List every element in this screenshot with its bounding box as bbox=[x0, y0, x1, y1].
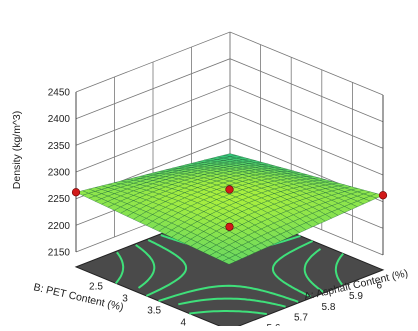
contour-line bbox=[158, 284, 299, 303]
contour-line bbox=[135, 244, 156, 289]
response-surface bbox=[75, 153, 384, 265]
design-points bbox=[71, 185, 388, 231]
b-tick-label: 2.5 bbox=[89, 282, 103, 293]
design-point-center-top bbox=[225, 185, 234, 194]
y-axis-label: B: PET Content (%) bbox=[32, 281, 124, 313]
z-axis-label: Density (kg/m^3) bbox=[11, 111, 23, 189]
z-tick-label: 2300 bbox=[48, 168, 71, 179]
b-tick-label: 3.5 bbox=[147, 306, 161, 317]
contour-floor bbox=[74, 206, 385, 331]
contour-line bbox=[145, 239, 188, 297]
z-tick-label: 2350 bbox=[48, 141, 71, 152]
contour-line bbox=[334, 252, 344, 286]
a-tick-label: 6 bbox=[377, 280, 383, 291]
contour-line bbox=[115, 251, 125, 284]
b-tick-label: 3 bbox=[122, 294, 128, 305]
z-tick-label: 2250 bbox=[48, 194, 71, 205]
contour-line bbox=[189, 310, 267, 315]
z-tick-label: 2150 bbox=[48, 248, 71, 259]
design-point-left-corner bbox=[71, 188, 81, 197]
z-tick-label: 2200 bbox=[48, 221, 71, 232]
z-tick-label: 2400 bbox=[48, 114, 71, 125]
a-tick-label: 5.9 bbox=[349, 291, 363, 302]
contour-line bbox=[178, 297, 286, 308]
design-point-center-bottom bbox=[225, 222, 234, 231]
a-tick-label: 5.7 bbox=[294, 313, 308, 324]
contour-line bbox=[271, 240, 314, 298]
a-tick-label: 5.8 bbox=[322, 302, 336, 313]
contour-line bbox=[303, 248, 324, 293]
design-point-right-corner bbox=[378, 191, 388, 200]
b-tick-label: 4 bbox=[180, 318, 186, 326]
surface-cell bbox=[222, 258, 236, 265]
z-tick-label: 2450 bbox=[48, 88, 71, 99]
tick-labels: 21502200225023002350240024502.533.545.65… bbox=[48, 88, 383, 331]
